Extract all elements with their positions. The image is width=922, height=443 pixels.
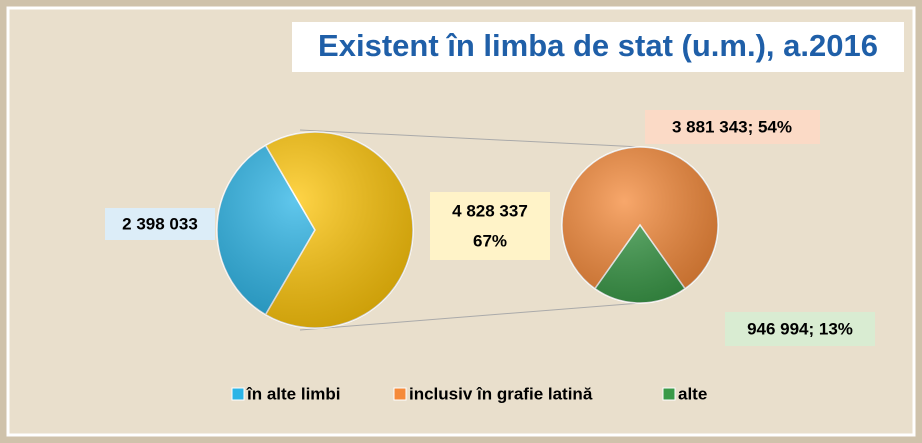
legend-swatch xyxy=(662,387,676,401)
legend-label: inclusiv în grafie latină xyxy=(409,384,593,403)
shading xyxy=(562,147,718,303)
label-box xyxy=(645,110,820,144)
connector xyxy=(299,302,641,331)
data-label: 946 994; 13% xyxy=(747,319,853,338)
legend-label: alte xyxy=(678,384,707,403)
data-label: 67% xyxy=(473,231,507,250)
legend-label: în alte limbi xyxy=(246,384,341,403)
data-label: 4 828 337 xyxy=(452,201,528,220)
chart-title: Existent în limba de stat (u.m.), a.2016 xyxy=(318,28,878,63)
label-box xyxy=(725,312,875,346)
label-box xyxy=(105,208,215,240)
data-label: 3 881 343; 54% xyxy=(672,117,792,136)
shading xyxy=(217,132,413,328)
legend-swatch xyxy=(231,387,245,401)
connector xyxy=(299,129,641,148)
label-box xyxy=(430,192,550,260)
title-box xyxy=(292,22,904,72)
legend-swatch xyxy=(393,387,407,401)
data-label: 2 398 033 xyxy=(122,214,198,233)
